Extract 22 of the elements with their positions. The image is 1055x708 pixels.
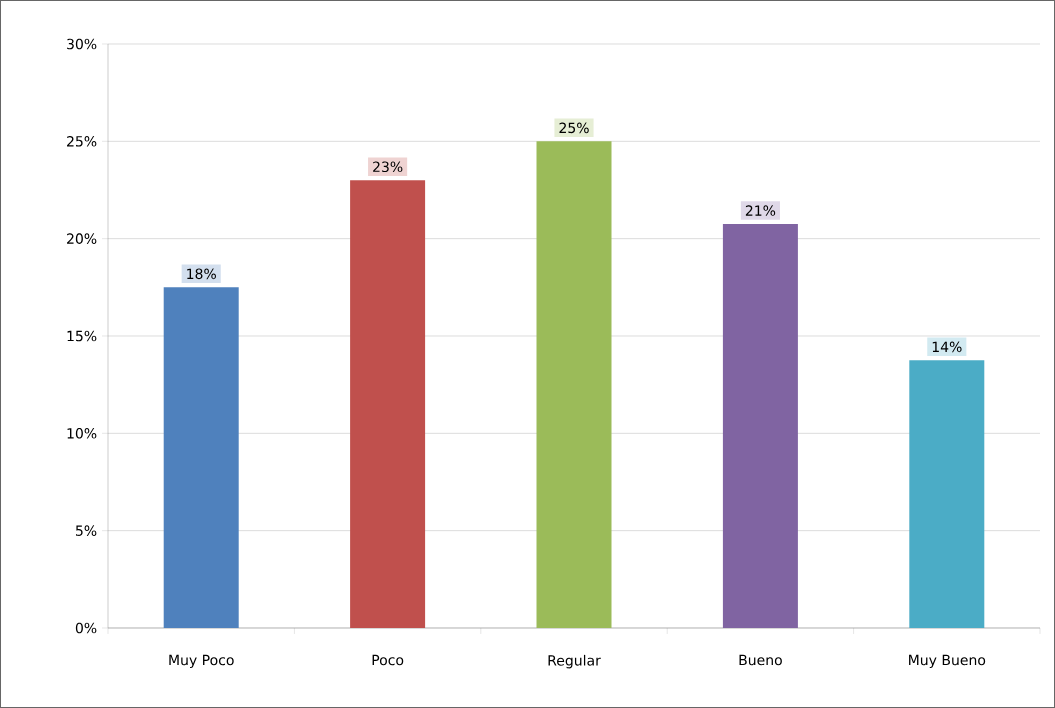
bar (163, 287, 239, 628)
y-tick-label: 20% (67, 233, 97, 244)
bar (909, 360, 985, 628)
x-tick-label: Muy Bueno (909, 654, 986, 668)
bar (350, 180, 426, 628)
x-tick-label: Bueno (739, 654, 782, 666)
x-tick-label: Regular (548, 654, 601, 669)
data-label: 25% (559, 122, 589, 134)
y-tick-label: 25% (67, 136, 97, 147)
data-label: 21% (745, 205, 776, 216)
y-tick-label: 30% (67, 38, 97, 50)
y-tick-label: 15% (67, 330, 97, 342)
data-label: 14% (932, 341, 962, 353)
data-label: 23% (373, 161, 403, 173)
data-label: 18% (187, 268, 216, 280)
x-tick-label: Poco (372, 654, 404, 666)
bar (536, 141, 612, 628)
bar (722, 224, 798, 628)
x-tick-label: Muy Poco (169, 654, 234, 668)
y-tick-label: 10% (67, 428, 97, 439)
y-tick-label: 5% (76, 525, 97, 536)
y-tick-label: 0% (75, 622, 97, 634)
